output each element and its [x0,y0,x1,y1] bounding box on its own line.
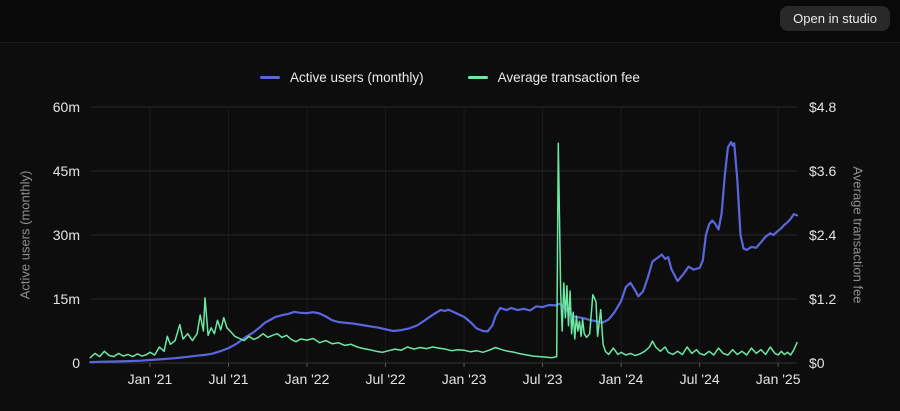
x-axis-tick-label: Jan '25 [755,371,801,387]
x-axis-tick-label: Jan '23 [441,371,487,387]
y-axis-tick-label-right: $2.4 [809,227,837,243]
legend-label: Active users (monthly) [290,70,424,85]
y-axis-tick-label-left: 30m [52,227,80,243]
chart-legend: Active users (monthly) Average transactio… [0,70,900,85]
y-axis-tick-label-left: 15m [52,291,80,307]
legend-item[interactable]: Average transaction fee [467,70,640,85]
x-axis-tick-label: Jul '21 [208,371,249,387]
x-axis-tick-label: Jul '23 [522,371,563,387]
legend-label: Average transaction fee [497,70,640,85]
x-axis-tick-label: Jul '24 [679,371,720,387]
x-axis-tick-label: Jul '22 [365,371,406,387]
y-axis-tick-label-left: 45m [52,163,80,179]
y-axis-tick-label-left: 60m [52,99,80,115]
legend-dash-icon [260,76,281,79]
y-axis-tick-label-right: $4.8 [809,99,837,115]
y-axis-tick-label-right: $1.2 [809,291,837,307]
top-bar: Open in studio [0,0,900,43]
y-axis-tick-label-left: 0 [72,355,80,371]
y-axis-tick-label-right: $0 [809,355,825,371]
transaction-fee-line [89,142,798,359]
legend-item[interactable]: Active users (monthly) [260,70,424,85]
x-axis-tick-label: Jan '22 [284,371,330,387]
x-axis-tick-label: Jan '24 [598,371,644,387]
legend-dash-icon [467,76,488,79]
x-axis-tick-label: Jan '21 [127,371,173,387]
y-axis-tick-label-right: $3.6 [809,163,837,179]
open-in-studio-button[interactable]: Open in studio [780,6,890,31]
active-users-line [89,140,799,364]
